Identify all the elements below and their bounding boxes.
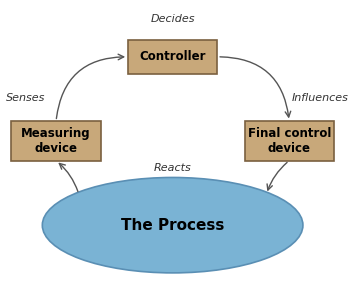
Text: Reacts: Reacts [154, 163, 192, 173]
FancyBboxPatch shape [11, 121, 101, 161]
Text: Final control
device: Final control device [247, 127, 331, 155]
Ellipse shape [42, 177, 303, 273]
Text: Controller: Controller [139, 50, 206, 63]
Text: The Process: The Process [121, 218, 224, 233]
FancyBboxPatch shape [128, 40, 217, 74]
Text: Senses: Senses [6, 92, 45, 102]
FancyBboxPatch shape [245, 121, 334, 161]
Text: Influences: Influences [292, 92, 348, 102]
Text: Measuring
device: Measuring device [21, 127, 91, 155]
Text: Decides: Decides [150, 14, 195, 24]
